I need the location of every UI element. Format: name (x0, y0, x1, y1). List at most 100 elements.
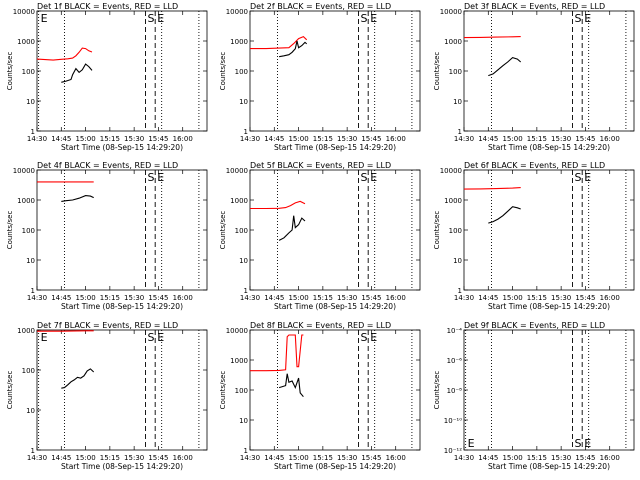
chart-panel-3: Det 3f BLACK = Events, RED = LLD 14:30 14:… (433, 2, 635, 152)
y-tick-label: 1 (31, 287, 35, 295)
time-marker-label: S (147, 171, 154, 184)
time-marker-label: E (584, 437, 591, 450)
y-tick-label: 1000 (444, 38, 462, 46)
x-tick-label: 15:30 (337, 454, 357, 462)
x-tick-label: 14:45 (264, 454, 284, 462)
x-tick-label: 15:00 (75, 135, 95, 143)
x-tick-label: 14:45 (478, 294, 498, 302)
time-marker-label: E (584, 12, 591, 25)
y-tick-label: 10⁻⁴ (447, 327, 463, 335)
time-marker-label: E (157, 12, 164, 25)
y-tick-label: 10 (26, 407, 35, 415)
time-marker-label: S (147, 331, 154, 344)
x-tick-label: 15:00 (288, 294, 308, 302)
time-marker-label: E (41, 12, 48, 25)
x-tick-label: 15:45 (575, 135, 595, 143)
lld-series-line (463, 187, 521, 190)
x-tick-label: 15:30 (337, 294, 357, 302)
x-tick-label: 15:15 (100, 454, 120, 462)
x-tick-label: 15:30 (551, 135, 571, 143)
y-axis-label: Counts/sec (6, 52, 14, 91)
y-axis-label: Counts/sec (219, 211, 227, 250)
y-tick-label: 100 (449, 68, 462, 76)
y-tick-label: 10000 (226, 8, 248, 16)
y-tick-label: 10 (453, 257, 462, 265)
chart-title: Det 4f BLACK = Events, RED = LLD (37, 161, 178, 170)
x-tick-label: 16:00 (600, 454, 620, 462)
x-tick-label: 15:30 (124, 135, 144, 143)
y-tick-label: 1 (458, 287, 462, 295)
x-tick-label: 15:15 (100, 135, 120, 143)
x-tick-label: 14:45 (264, 135, 284, 143)
y-tick-label: 100 (22, 367, 35, 375)
events-series-line (488, 206, 521, 224)
x-tick-label: 15:45 (148, 294, 168, 302)
events-series-line (488, 56, 522, 77)
y-tick-label: 10 (453, 98, 462, 106)
y-tick-label: 10⁻¹⁰ (444, 417, 462, 425)
x-tick-label: 15:30 (124, 454, 144, 462)
x-tick-label: 15:15 (527, 294, 547, 302)
y-tick-label: 10000 (440, 8, 462, 16)
x-axis-label: Start Time (08-Sep-15 14:29:20) (274, 143, 396, 152)
y-tick-label: 10 (239, 98, 248, 106)
x-tick-label: 14:30 (240, 135, 260, 143)
lld-series-line (250, 200, 306, 210)
time-marker-label: S (360, 331, 367, 344)
x-tick-label: 15:15 (527, 454, 547, 462)
chart-panel-1: Det 1f BLACK = Events, RED = LLD 14:30 14:… (6, 2, 208, 152)
y-tick-label: 10000 (226, 167, 248, 175)
y-tick-label: 1 (244, 128, 248, 136)
y-tick-label: 10000 (226, 327, 248, 335)
y-tick-label: 10 (26, 98, 35, 106)
x-tick-label: 15:00 (288, 454, 308, 462)
time-marker-label: E (468, 437, 475, 450)
y-tick-label: 1000 (230, 357, 248, 365)
chart-panel-4: Det 4f BLACK = Events, RED = LLD 14:30 14:… (6, 161, 208, 311)
x-tick-label: 14:45 (51, 294, 71, 302)
y-tick-label: 1000 (17, 197, 35, 205)
y-tick-label: 100 (235, 68, 248, 76)
x-tick-label: 15:15 (313, 294, 333, 302)
x-tick-label: 15:45 (575, 454, 595, 462)
plot-frame (36, 169, 208, 291)
events-series-line (278, 373, 304, 398)
x-tick-label: 16:00 (386, 294, 406, 302)
plot-frame (463, 10, 635, 132)
y-tick-label: 1 (31, 128, 35, 136)
y-tick-label: 1 (244, 287, 248, 295)
x-tick-label: 15:00 (502, 454, 522, 462)
y-tick-label: 100 (235, 227, 248, 235)
x-tick-label: 15:15 (313, 454, 333, 462)
x-axis-label: Start Time (08-Sep-15 14:29:20) (61, 143, 183, 152)
x-tick-label: 15:45 (361, 294, 381, 302)
y-tick-label: 1000 (17, 38, 35, 46)
y-tick-label: 10 (26, 257, 35, 265)
x-tick-label: 15:45 (361, 454, 381, 462)
x-tick-label: 14:30 (454, 135, 474, 143)
chart-title: Det 8f BLACK = Events, RED = LLD (250, 321, 391, 330)
x-tick-label: 15:15 (313, 135, 333, 143)
x-tick-label: 14:45 (478, 454, 498, 462)
time-marker-label: S (574, 437, 581, 450)
x-axis-label: Start Time (08-Sep-15 14:29:20) (274, 302, 396, 311)
y-tick-label: 10000 (13, 167, 35, 175)
y-axis-label: Counts/sec (433, 52, 441, 91)
y-tick-label: 10⁻⁸ (447, 387, 463, 395)
x-tick-label: 14:30 (454, 454, 474, 462)
time-marker-label: E (157, 331, 164, 344)
x-tick-label: 14:30 (27, 135, 47, 143)
x-tick-label: 14:45 (264, 294, 284, 302)
chart-title: Det 3f BLACK = Events, RED = LLD (464, 2, 605, 11)
y-axis-label: Counts/sec (6, 211, 14, 250)
events-series-line (61, 63, 93, 83)
x-axis-label: Start Time (08-Sep-15 14:29:20) (488, 143, 610, 152)
x-tick-label: 16:00 (386, 135, 406, 143)
time-marker-label: E (370, 12, 377, 25)
x-tick-label: 15:45 (575, 294, 595, 302)
y-tick-label: 10 (239, 257, 248, 265)
lld-series-line (36, 47, 93, 61)
x-tick-label: 14:30 (240, 294, 260, 302)
x-tick-label: 15:30 (551, 454, 571, 462)
y-axis-label: Counts/sec (219, 52, 227, 91)
